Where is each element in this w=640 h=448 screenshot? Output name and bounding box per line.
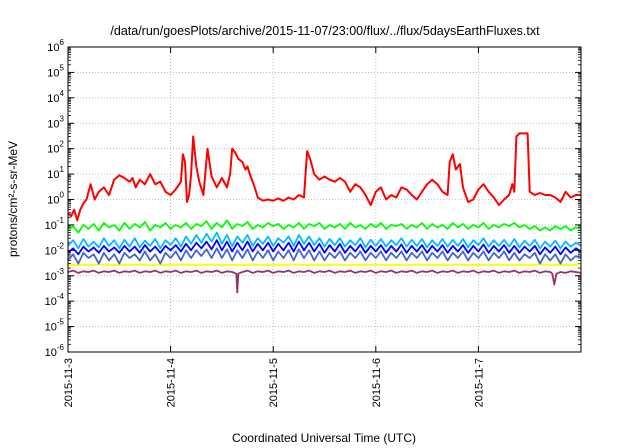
y-tick-label: 10-6 (45, 343, 65, 359)
x-tick-label: 2015-11-4 (166, 358, 178, 407)
series-line-3 (67, 231, 582, 250)
y-tick-label: 104 (47, 89, 64, 105)
x-tick-label: 2015-11-6 (371, 358, 383, 407)
x-tick-label: 2015-11-7 (473, 358, 485, 407)
y-tick-label: 10-5 (45, 318, 65, 334)
y-axis-label: protons/cm²-s-sr-MeV (6, 141, 20, 257)
series-line-7 (67, 269, 582, 294)
y-tick-label: 101 (47, 165, 64, 181)
y-axis-ticks: 10-6 10-5 10-4 10-3 10-2 10-1 100 101 102 103 104 1… (45, 38, 581, 359)
series-line-4 (67, 239, 582, 256)
x-tick-label: 2015-11-3 (63, 358, 75, 407)
series-line-5 (67, 247, 582, 265)
y-tick-label: 105 (47, 63, 64, 79)
x-axis-ticks: 2015-11-3 2015-11-4 2015-11-5 2015-11-6 2015… (63, 47, 485, 407)
series-line-6 (67, 263, 582, 267)
series-line-1 (67, 132, 581, 222)
y-tick-label: 10-1 (45, 216, 65, 232)
x-axis-label: Coordinated Universal Time (UTC) (232, 431, 416, 445)
y-tick-label: 106 (47, 38, 64, 54)
y-tick-label: 100 (47, 191, 64, 207)
chart-title: /data/run/goesPlots/archive/2015-11-07/2… (110, 24, 540, 38)
x-tick-label: 2015-11-5 (268, 358, 280, 407)
y-tick-label: 10-3 (45, 267, 65, 283)
series-layer (67, 132, 582, 294)
series-line-2 (67, 219, 582, 234)
plot-frame (67, 46, 582, 353)
y-tick-label: 102 (47, 140, 64, 156)
y-tick-label: 103 (47, 114, 64, 130)
y-tick-label: 10-4 (45, 292, 65, 308)
y-tick-label: 10-2 (45, 241, 65, 257)
